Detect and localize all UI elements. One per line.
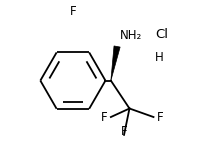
Text: F: F [157,111,163,124]
Text: F: F [70,5,77,18]
Text: F: F [121,125,127,138]
Text: F: F [100,111,107,124]
Text: H: H [155,51,163,64]
Text: Cl: Cl [156,28,169,41]
Text: NH₂: NH₂ [119,29,142,42]
Polygon shape [111,46,120,81]
